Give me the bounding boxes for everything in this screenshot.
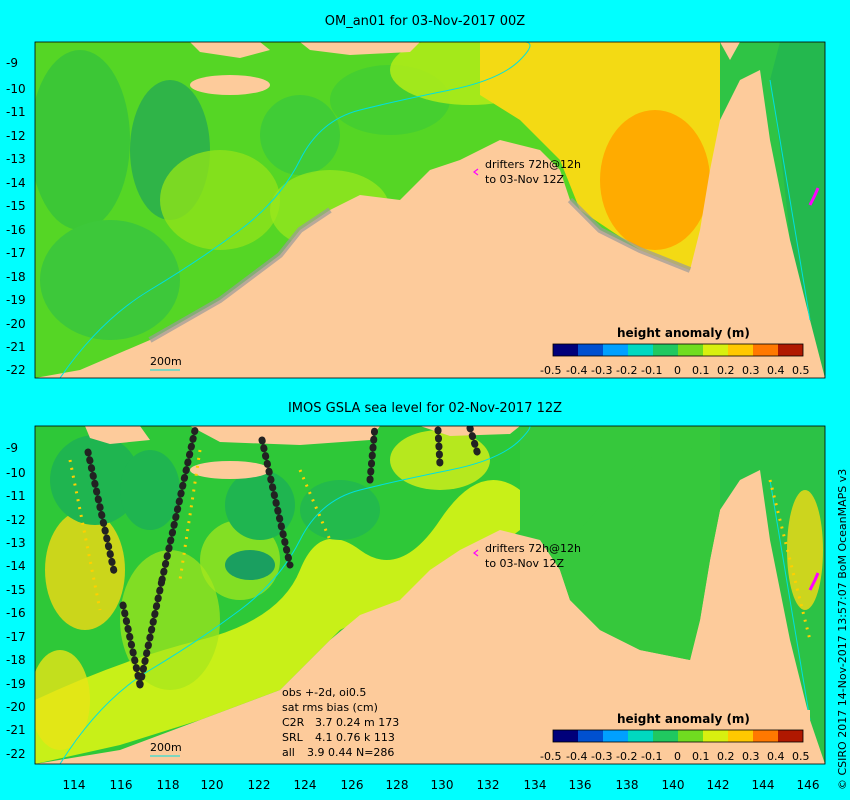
svg-text:0.5: 0.5 <box>792 750 810 763</box>
svg-text:0.5: 0.5 <box>792 364 810 377</box>
panel-1-legend-title: height anomaly (m) <box>617 326 750 340</box>
svg-text:-17: -17 <box>6 630 26 644</box>
svg-text:0.2: 0.2 <box>717 364 735 377</box>
svg-text:-19: -19 <box>6 293 26 307</box>
svg-text:-18: -18 <box>6 653 26 667</box>
svg-text:-13: -13 <box>6 152 26 166</box>
svg-text:-11: -11 <box>6 489 26 503</box>
svg-text:-18: -18 <box>6 270 26 284</box>
svg-text:-0.4: -0.4 <box>566 364 587 377</box>
panel-1-map: -9 -10 -11 -12 -13 -14 -15 -16 -17 -18 -… <box>6 41 826 379</box>
svg-text:0.2: 0.2 <box>717 750 735 763</box>
svg-text:sat rms bias (cm): sat rms bias (cm) <box>282 701 378 714</box>
panel-1-legend: height anomaly (m) -0.5 -0.4 -0.3 -0.2 -… <box>540 324 810 377</box>
svg-text:-20: -20 <box>6 317 26 331</box>
svg-text:-14: -14 <box>6 559 26 573</box>
svg-text:SRL: SRL <box>282 731 304 744</box>
panel-1-isobath-label: 200m <box>150 355 182 368</box>
credit-text: © CSIRO 2017 14-Nov-2017 13:57:07 BoM Oc… <box>836 468 849 790</box>
svg-text:-13: -13 <box>6 536 26 550</box>
svg-text:-11: -11 <box>6 105 26 119</box>
svg-text:3.9 0.44 N=286: 3.9 0.44 N=286 <box>307 746 394 759</box>
panel-1-drifter-label-1: drifters 72h@12h <box>485 158 581 171</box>
svg-text:-16: -16 <box>6 606 26 620</box>
svg-text:-0.4: -0.4 <box>566 750 587 763</box>
panel-2-y-axis: -9 -10 -11 -12 -13 -14 -15 -16 -17 -18 -… <box>6 441 26 761</box>
svg-text:3.7 0.24 m 173: 3.7 0.24 m 173 <box>315 716 399 729</box>
svg-text:0.3: 0.3 <box>742 364 760 377</box>
svg-text:0.4: 0.4 <box>767 750 785 763</box>
svg-text:0.1: 0.1 <box>692 364 710 377</box>
svg-text:-10: -10 <box>6 82 26 96</box>
svg-text:C2R: C2R <box>282 716 305 729</box>
svg-text:-17: -17 <box>6 246 26 260</box>
panel-2-field <box>35 426 825 764</box>
svg-text:0: 0 <box>674 750 681 763</box>
svg-text:-15: -15 <box>6 199 26 213</box>
svg-text:-0.2: -0.2 <box>616 750 637 763</box>
panel-1-title: OM_an01 for 03-Nov-2017 00Z <box>324 14 526 29</box>
svg-text:-14: -14 <box>6 176 26 190</box>
svg-text:-15: -15 <box>6 583 26 597</box>
svg-text:-22: -22 <box>6 747 26 761</box>
svg-text:-0.3: -0.3 <box>591 364 612 377</box>
svg-text:-0.3: -0.3 <box>591 750 612 763</box>
panel-2-stats: obs +-2d, oi0.5 sat rms bias (cm) C2R 3.… <box>282 686 399 759</box>
panel-1-field <box>35 42 825 378</box>
svg-text:-0.1: -0.1 <box>641 750 662 763</box>
svg-text:-0.2: -0.2 <box>616 364 637 377</box>
svg-text:-12: -12 <box>6 513 26 527</box>
panel-2-map: -9 -10 -11 -12 -13 -14 -15 -16 -17 -18 -… <box>6 425 826 765</box>
svg-text:0: 0 <box>674 364 681 377</box>
svg-text:-19: -19 <box>6 677 26 691</box>
svg-text:all: all <box>282 746 295 759</box>
svg-text:-22: -22 <box>6 363 26 377</box>
svg-text:0.4: 0.4 <box>767 364 785 377</box>
svg-text:4.1 0.76 k 113: 4.1 0.76 k 113 <box>315 731 395 744</box>
svg-text:-20: -20 <box>6 700 26 714</box>
svg-text:0.3: 0.3 <box>742 750 760 763</box>
svg-text:0.1: 0.1 <box>692 750 710 763</box>
panel-2-drifter-label-2: to 03-Nov 12Z <box>485 557 564 570</box>
svg-text:-0.5: -0.5 <box>540 750 561 763</box>
svg-text:-0.1: -0.1 <box>641 364 662 377</box>
svg-text:-21: -21 <box>6 340 26 354</box>
panel-2-title: IMOS GSLA sea level for 02-Nov-2017 12Z <box>287 401 563 416</box>
svg-text:-9: -9 <box>6 56 18 70</box>
svg-text:-12: -12 <box>6 129 26 143</box>
svg-text:-21: -21 <box>6 723 26 737</box>
panel-1-drifter-label-2: to 03-Nov 12Z <box>485 173 564 186</box>
svg-text:-16: -16 <box>6 223 26 237</box>
panel-1-y-axis: -9 -10 -11 -12 -13 -14 -15 -16 -17 -18 -… <box>6 56 26 377</box>
panel-2-legend: height anomaly (m) -0.5 -0.4 -0.3 -0.2 -… <box>540 710 810 763</box>
panel-2-drifter-label-1: drifters 72h@12h <box>485 542 581 555</box>
panel-2-isobath-label: 200m <box>150 741 182 754</box>
svg-text:-9: -9 <box>6 441 18 455</box>
svg-text:-10: -10 <box>6 466 26 480</box>
panel-2-legend-title: height anomaly (m) <box>617 712 750 726</box>
svg-text:obs +-2d, oi0.5: obs +-2d, oi0.5 <box>282 686 366 699</box>
svg-text:-0.5: -0.5 <box>540 364 561 377</box>
